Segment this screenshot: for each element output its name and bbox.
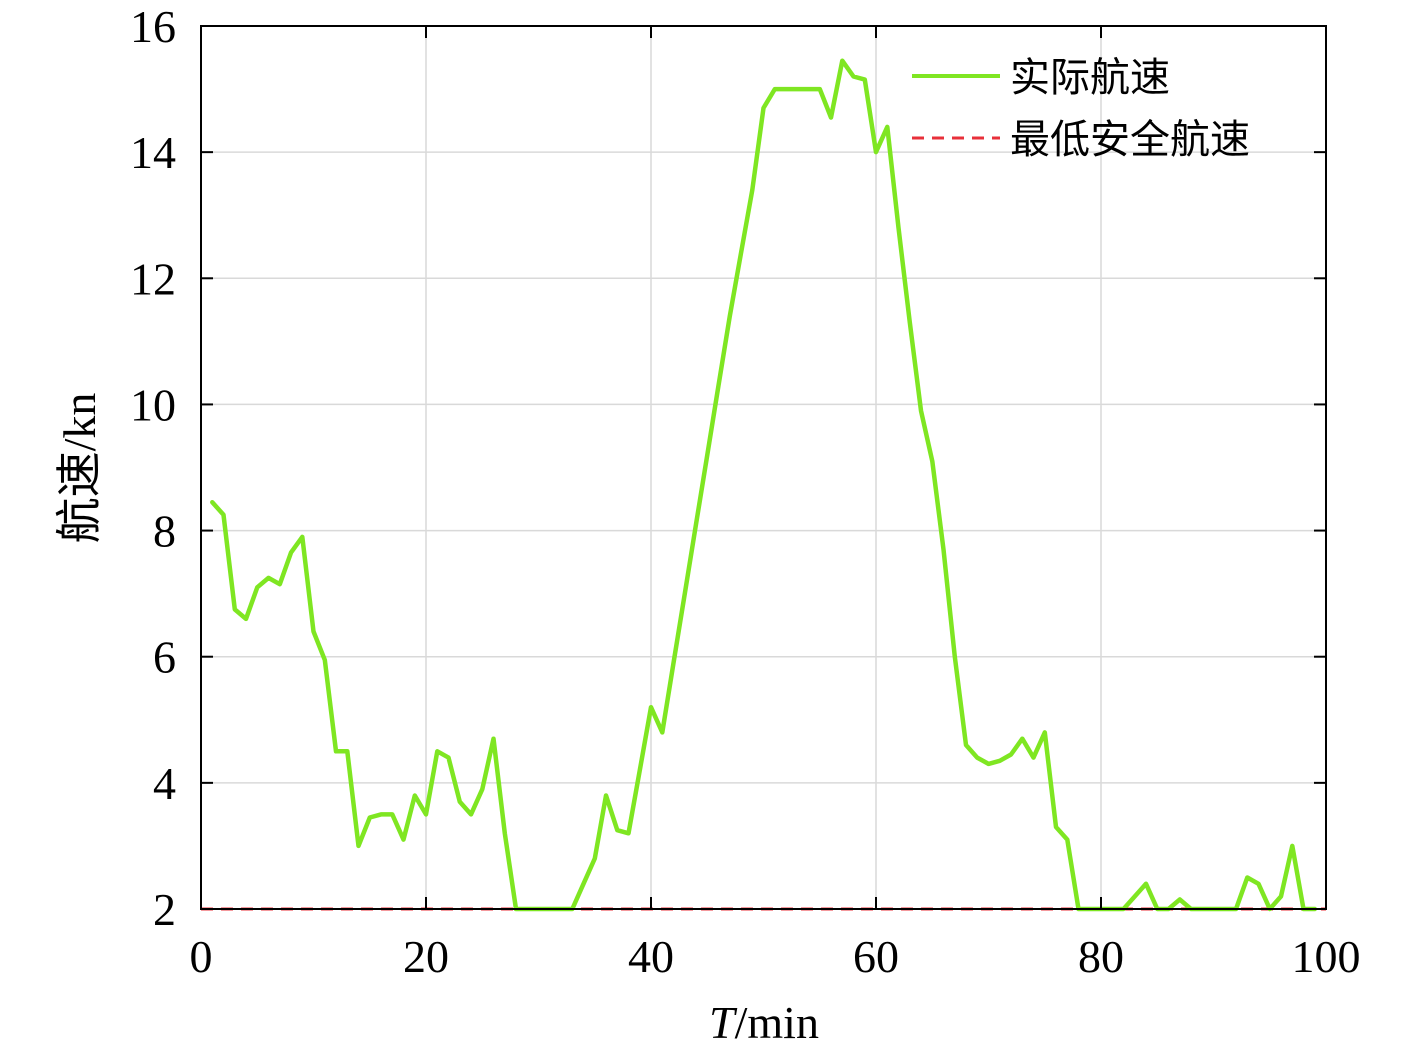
x-tick-label-80: 80	[1078, 931, 1124, 982]
y-tick-label-6: 6	[153, 632, 176, 683]
legend: 实际航速 最低安全航速	[912, 55, 1250, 163]
series-line-actual-speed	[210, 58, 1318, 912]
plot-frame	[200, 25, 1327, 910]
y-tick-label-14: 14	[130, 127, 176, 178]
grid	[201, 26, 1326, 909]
y-tick-label-8: 8	[153, 506, 176, 557]
x-tick-label-40: 40	[628, 931, 674, 982]
x-tick-label-60: 60	[853, 931, 899, 982]
legend-label-min-safe-speed: 最低安全航速	[1010, 117, 1250, 163]
series-layer	[201, 58, 1326, 912]
y-tick-label-10: 10	[130, 379, 176, 430]
x-axis-label-unit: /min	[735, 997, 819, 1046]
tick-labels: 0 20 40 60 80 100 2 4 6 8 10 12 14 16	[130, 1, 1361, 982]
x-axis-label-italic: T	[709, 997, 738, 1046]
x-tick-label-20: 20	[403, 931, 449, 982]
y-tick-label-16: 16	[130, 1, 176, 52]
y-tick-label-4: 4	[153, 758, 176, 809]
x-tick-label-100: 100	[1292, 931, 1361, 982]
x-tick-label-0: 0	[190, 931, 213, 982]
y-tick-label-2: 2	[153, 884, 176, 935]
y-axis-label: 航速/kn	[54, 393, 105, 544]
legend-label-actual-speed: 实际航速	[1010, 55, 1170, 101]
x-axis-label: T/min	[709, 997, 819, 1046]
ticks	[200, 25, 1327, 910]
y-tick-label-12: 12	[130, 253, 176, 304]
